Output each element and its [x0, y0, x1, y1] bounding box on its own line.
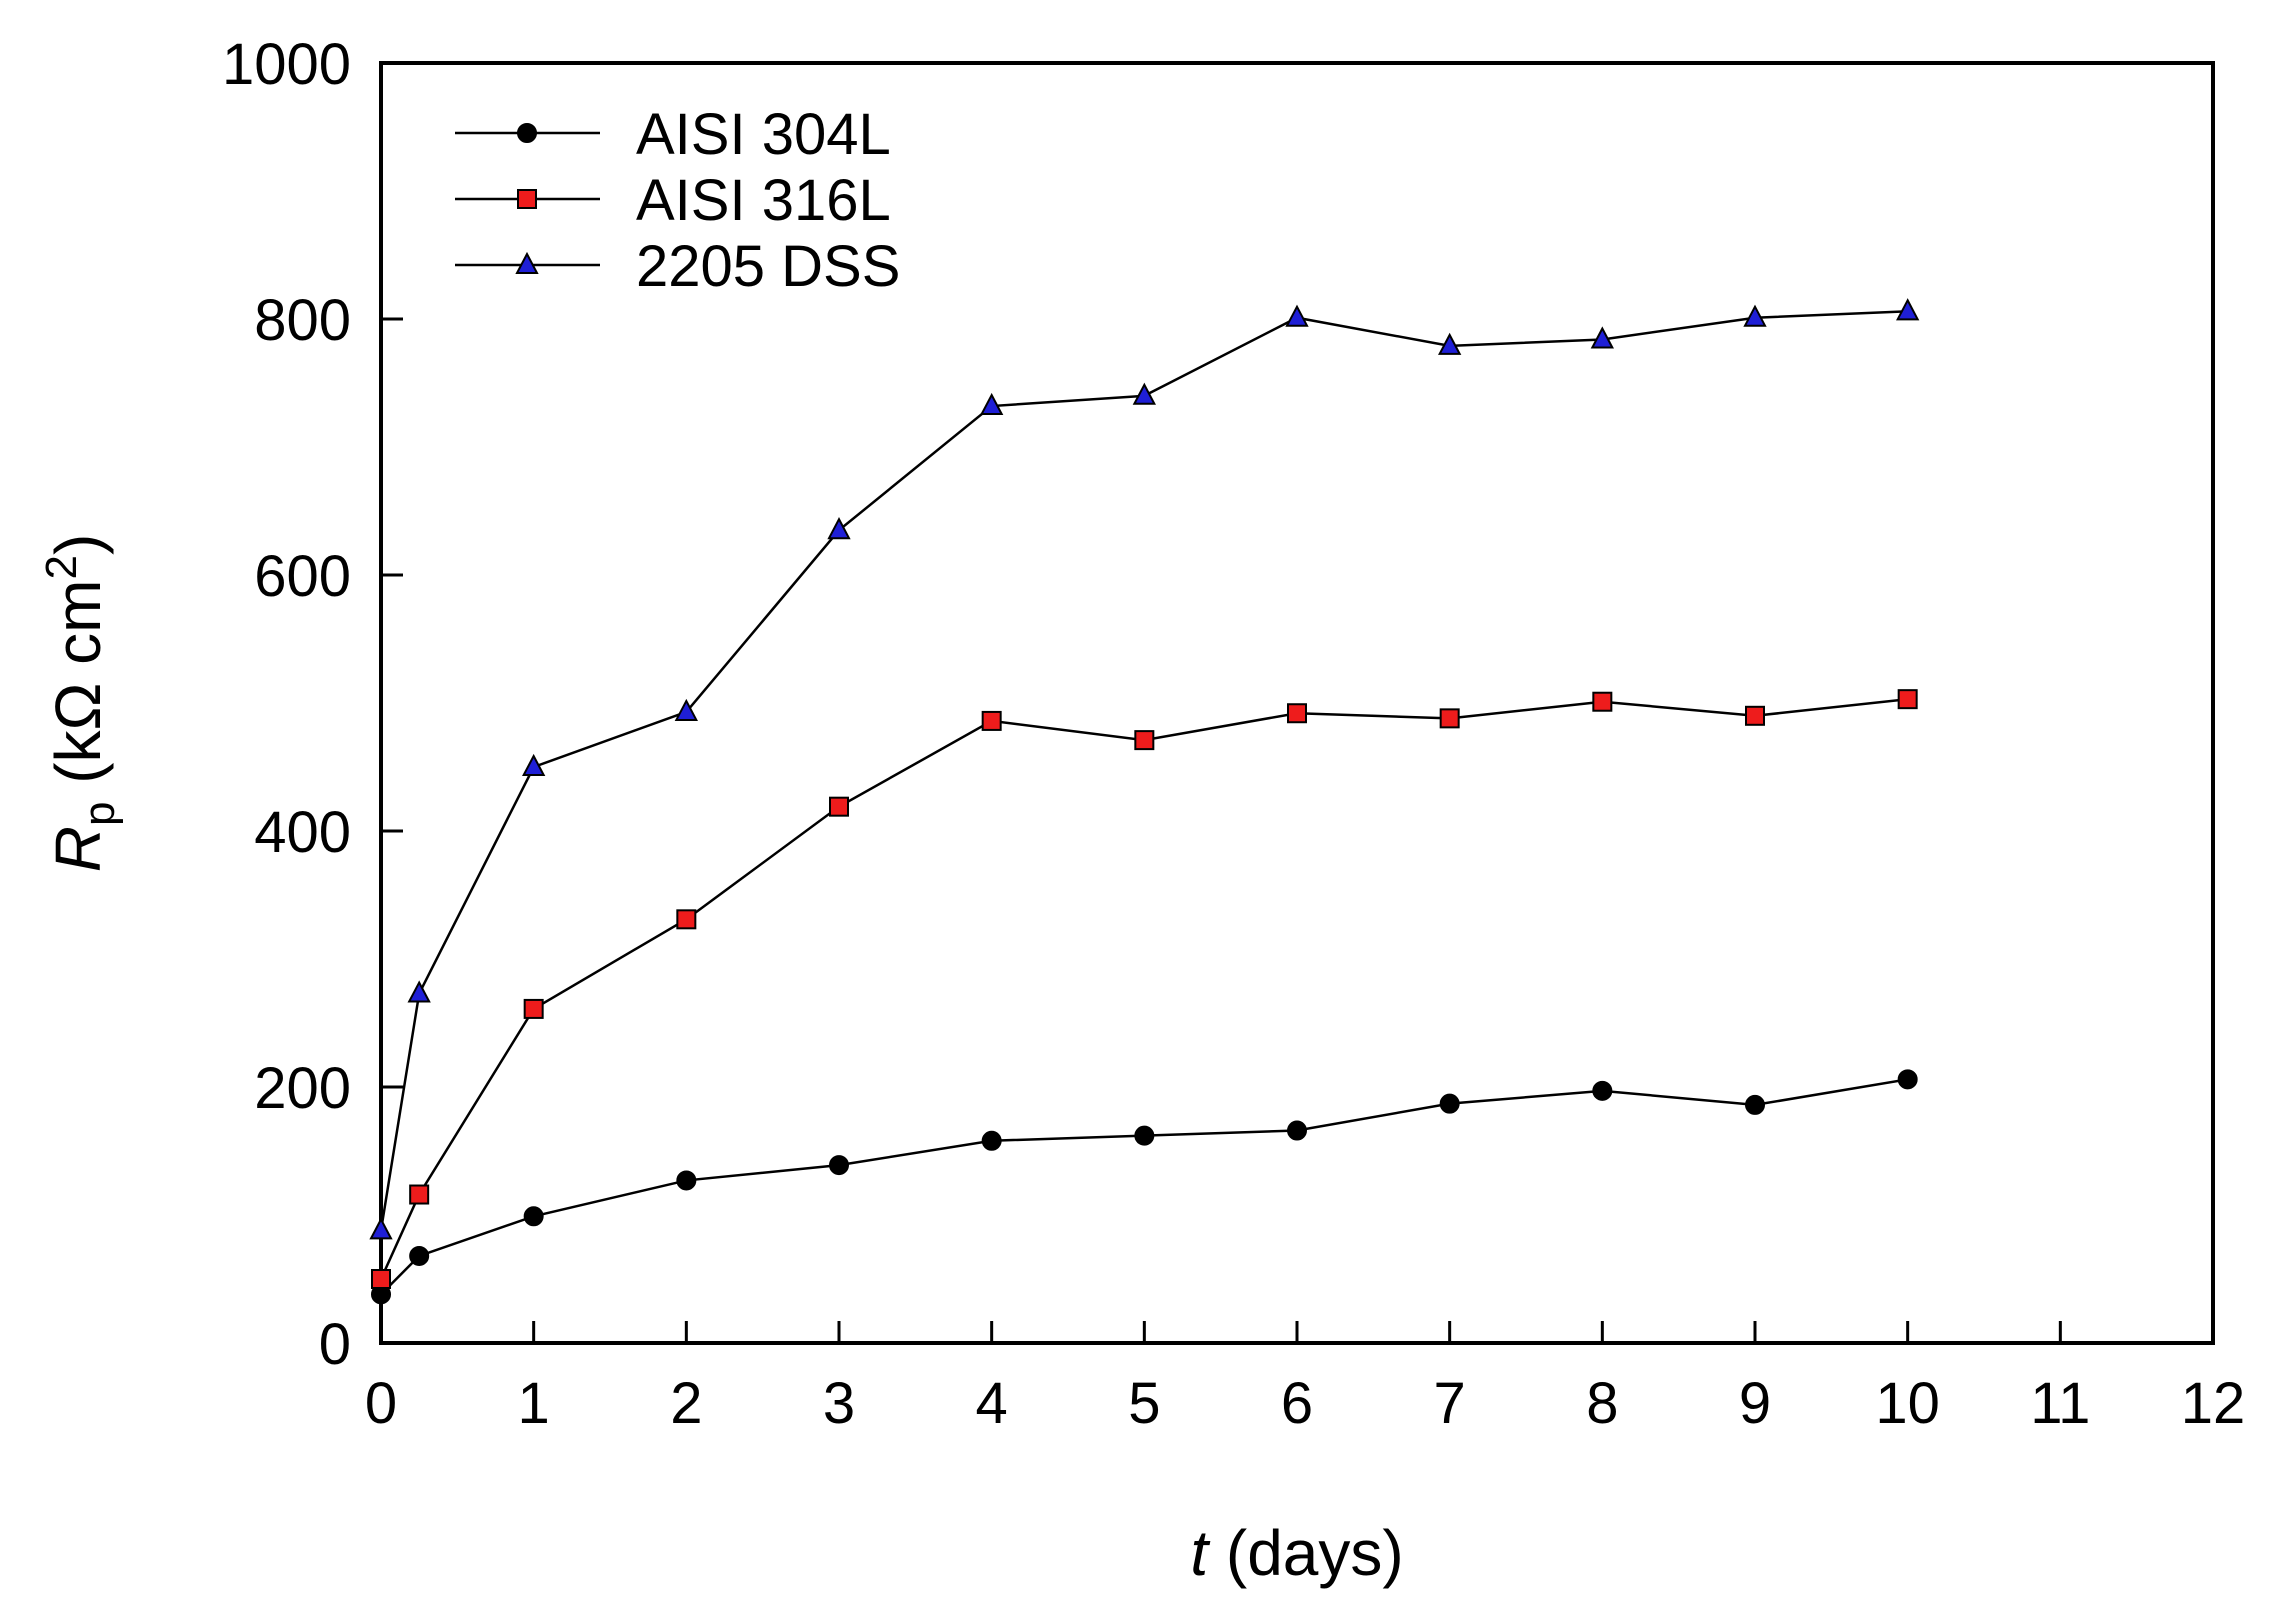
data-point: [522, 753, 546, 776]
series-line: [379, 697, 1908, 1280]
series-line: [380, 1078, 1908, 1296]
x-tick-label: 8: [1586, 1371, 1618, 1436]
data-point: [980, 392, 1004, 416]
data-point: [369, 1217, 393, 1240]
x-tick-label: 5: [1128, 1371, 1160, 1436]
y-axis-label: Rp (kΩ cm2): [37, 534, 124, 873]
data-point: [409, 1184, 430, 1205]
data-point: [1285, 304, 1309, 327]
data-point: [981, 1130, 1002, 1151]
data-point: [1132, 382, 1156, 405]
data-point: [827, 517, 851, 540]
data-point: [523, 1206, 544, 1227]
data-point: [1743, 304, 1767, 327]
data-point: [1745, 1094, 1765, 1115]
data-point: [674, 698, 698, 721]
data-point: [1590, 326, 1614, 349]
data-point: [1439, 708, 1460, 729]
x-tick-label: 6: [1281, 1371, 1313, 1436]
y-tick-label: 0: [319, 1312, 351, 1377]
y-tick-label: 800: [254, 288, 351, 353]
series-layer: [369, 298, 1920, 1305]
series-line: [379, 310, 1908, 1231]
x-tick-label: 12: [2181, 1371, 2246, 1436]
x-tick-label: 11: [2030, 1371, 2090, 1436]
data-point: [1287, 703, 1307, 724]
data-point: [1897, 1069, 1918, 1090]
x-tick-label: 3: [823, 1371, 855, 1436]
y-tick-label: 600: [254, 544, 351, 609]
data-point: [1896, 298, 1920, 321]
data-point: [829, 1155, 849, 1176]
y-tick-label: 400: [254, 800, 351, 865]
x-tick-label: 0: [365, 1371, 397, 1436]
data-point: [409, 1245, 430, 1266]
data-point: [1592, 691, 1613, 712]
data-point: [1134, 1125, 1155, 1146]
legend-marker: [517, 189, 537, 209]
legend-label: AISI 304L: [636, 102, 891, 167]
data-point: [1438, 332, 1462, 355]
data-point: [676, 909, 697, 930]
data-point: [523, 998, 544, 1019]
y-axis-ticks: 0 200 400 600 800 1000: [222, 32, 403, 1377]
x-axis-ticks: 0 1 2 3 4 5 6 7 8 9 10 11 12: [365, 1321, 2245, 1436]
x-tick-label: 2: [670, 1371, 702, 1436]
legend-marker: [515, 251, 539, 274]
data-point: [371, 1269, 391, 1289]
x-tick-label: 7: [1434, 1371, 1466, 1436]
x-tick-label: 10: [1875, 1371, 1940, 1436]
x-tick-label: 4: [976, 1371, 1008, 1436]
data-point: [829, 796, 849, 817]
data-point: [1745, 705, 1765, 726]
legend-label: AISI 316L: [636, 168, 891, 233]
data-point: [1287, 1120, 1307, 1141]
legend-label: 2205 DSS: [636, 234, 900, 299]
data-point: [1897, 689, 1918, 710]
x-tick-label: 9: [1739, 1371, 1771, 1436]
x-axis-label: t (days): [1190, 1517, 1403, 1589]
data-point: [676, 1170, 697, 1191]
data-point: [981, 710, 1002, 731]
data-point: [1592, 1080, 1613, 1101]
data-point: [1439, 1093, 1460, 1114]
legend-marker: [517, 123, 537, 143]
data-point: [407, 980, 431, 1003]
y-tick-label: 1000: [222, 32, 351, 97]
x-tick-label: 1: [518, 1371, 550, 1436]
y-tick-label: 200: [254, 1056, 351, 1121]
data-point: [1134, 730, 1155, 751]
